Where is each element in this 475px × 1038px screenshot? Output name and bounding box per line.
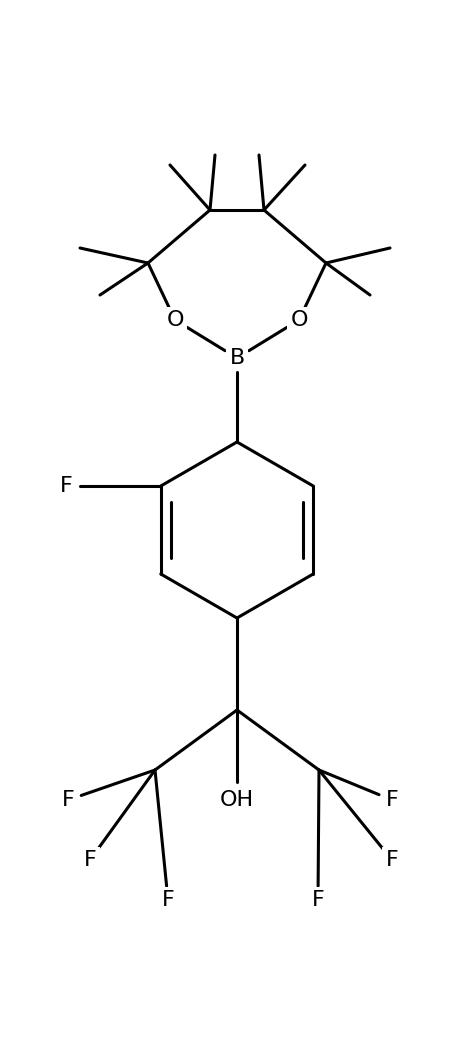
Text: O: O	[290, 310, 308, 330]
Text: F: F	[386, 850, 399, 870]
Text: OH: OH	[220, 790, 254, 810]
Text: B: B	[229, 348, 245, 368]
Text: F: F	[312, 890, 324, 910]
Text: F: F	[162, 890, 174, 910]
Text: F: F	[386, 790, 399, 810]
Text: F: F	[62, 790, 75, 810]
Text: F: F	[59, 476, 72, 496]
Text: O: O	[166, 310, 184, 330]
Text: F: F	[84, 850, 96, 870]
